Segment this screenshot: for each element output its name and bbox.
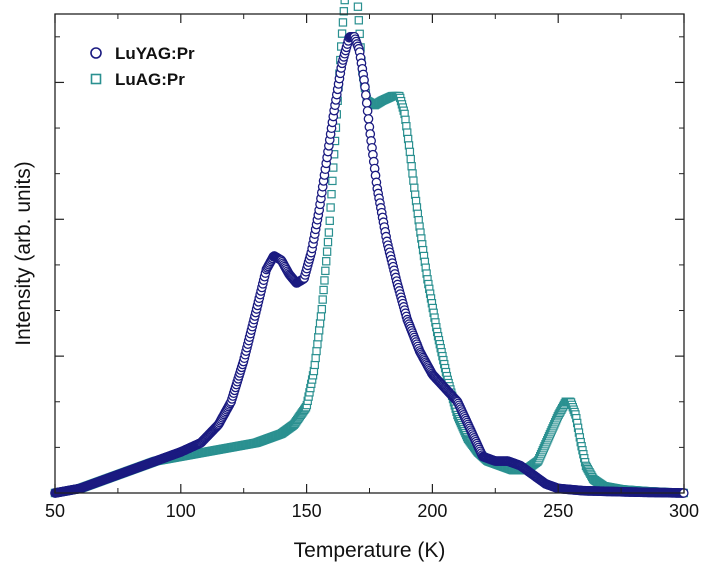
data-point [314, 333, 323, 342]
data-point [311, 353, 320, 363]
data-point [327, 189, 336, 199]
data-point [324, 228, 334, 237]
data-point [362, 106, 373, 116]
data-point [325, 216, 334, 226]
data-point [322, 247, 332, 256]
data-point [363, 114, 374, 124]
x-tick-label: 300 [669, 501, 699, 521]
data-point [312, 346, 321, 356]
data-point [313, 339, 322, 349]
data-point [318, 295, 327, 304]
data-point [354, 16, 364, 25]
data-point [361, 98, 372, 108]
data-point [323, 237, 333, 247]
data-point [319, 285, 328, 295]
legend-label-luyag: LuYAG:Pr [115, 44, 195, 63]
data-point [406, 154, 415, 164]
data-point [317, 304, 327, 314]
data-point [408, 169, 417, 178]
data-point [321, 266, 330, 276]
data-point [360, 82, 370, 92]
data-point [320, 276, 329, 285]
data-point [409, 176, 418, 185]
series-luyag [50, 31, 689, 498]
data-point [328, 176, 337, 186]
data-point [339, 7, 349, 16]
data-point [337, 29, 347, 38]
legend-marker-luag [90, 73, 102, 85]
data-point [310, 360, 319, 370]
x-tick-label: 100 [166, 501, 196, 521]
legend-label-luag: LuAG:Pr [115, 70, 185, 89]
data-point [326, 203, 335, 212]
data-point [407, 162, 416, 171]
data-point [405, 147, 415, 157]
x-tick-label: 200 [417, 501, 447, 521]
axis-ticks [54, 14, 685, 494]
x-tick-label: 250 [543, 501, 573, 521]
data-point [410, 183, 419, 193]
axis-tick-labels: 50 100 150 200 250 300 [45, 501, 699, 521]
data-point [314, 326, 324, 335]
legend-marker-luyag [90, 47, 102, 59]
x-tick-label: 150 [292, 501, 322, 521]
x-axis-title: Temperature (K) [294, 539, 446, 562]
data-point [361, 90, 371, 100]
data-point [322, 257, 331, 266]
legend: LuYAG:Pr LuAG:Pr [90, 44, 195, 89]
data-point [315, 319, 325, 328]
data-point [338, 18, 348, 27]
data-point [316, 312, 326, 321]
y-axis-title: Intensity (arb. units) [12, 161, 35, 345]
data-point [340, 0, 349, 5]
x-tick-label: 50 [45, 501, 65, 521]
data-point [353, 2, 363, 11]
